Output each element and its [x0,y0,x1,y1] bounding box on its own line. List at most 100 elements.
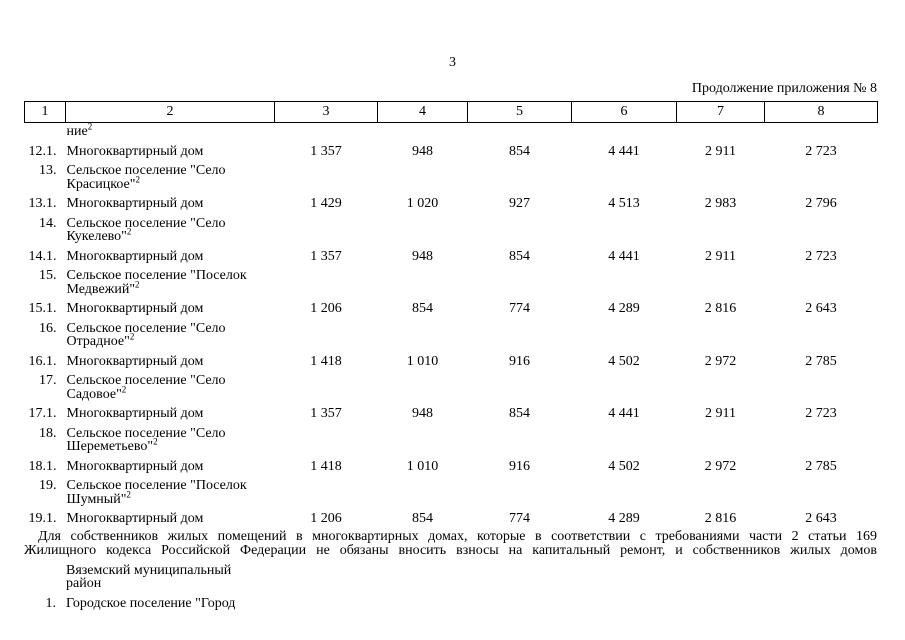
row-value: 1 418 [310,353,342,369]
row-value [275,211,378,244]
row-number: 19. [39,478,57,493]
row-number: 15. [39,268,57,283]
row-value [572,123,677,139]
row-value: 4 502 [608,458,640,474]
row-value [572,211,677,244]
row-value: 4 289 [608,511,640,526]
row-value [677,211,765,244]
row-number: 16.1. [28,353,57,369]
row-number [25,123,66,139]
row-value [378,211,468,244]
table-row: 17. Сельское поселение "Село Садовое"2 [25,368,878,401]
continuation-table: Вяземский муниципальный район 1. Городское … [24,562,877,611]
row-name: Многоквартирный дом [66,301,204,316]
row-value [764,562,877,591]
table-row: 17.1. Многоквартирный дом 1 357 948 854 4 441… [25,401,878,421]
row-value: 1 357 [310,143,342,159]
row-name: Многоквартирный дом [66,406,204,421]
row-value: 948 [412,248,433,264]
row-value [765,316,878,349]
row-value: 4 513 [608,196,640,211]
row-value: 1 206 [310,301,342,316]
continuation-label: Продолжение приложения № 8 [691,81,877,96]
row-name: Вяземский муниципальный район [66,562,232,591]
row-value [274,591,377,611]
row-value: 948 [412,143,433,159]
footnote-line: Жилищного кодекса Российской Федерации н… [24,542,877,558]
row-value [275,473,378,506]
table-row: 12.1. Многоквартирный дом 1 357 948 854 4 441… [25,139,878,159]
row-value [275,123,378,139]
row-value [468,158,572,191]
row-value: 2 643 [805,511,837,526]
row-value [377,591,467,611]
row-value [677,316,765,349]
row-value [468,368,572,401]
row-value [468,263,572,296]
row-value [572,421,677,454]
row-value: 927 [509,196,530,211]
table-row: 16.1. Многоквартирный дом 1 418 1 010 916 4 5… [25,349,878,369]
row-value: 1 357 [310,406,342,421]
row-value [765,123,878,139]
row-number: 17. [39,373,57,388]
table-row: 1. Городское поселение "Город [24,591,877,611]
row-value: 916 [509,458,530,474]
row-value [572,316,677,349]
row-value: 2 911 [705,143,736,159]
row-value [677,421,765,454]
table-row: 18. Сельское поселение "Село Шереметьево"2 [25,421,878,454]
row-value [468,316,572,349]
row-value: 1 418 [310,458,342,474]
row-value [677,473,765,506]
row-value [765,368,878,401]
table-row: 13. Сельское поселение "Село Красицкое"2 [25,158,878,191]
row-value: 4 441 [608,406,640,421]
table-row: Вяземский муниципальный район [24,562,877,591]
row-value [765,158,878,191]
row-value: 2 723 [805,248,837,264]
row-name: Многоквартирный дом [66,196,204,211]
row-value [275,316,378,349]
row-number: 13.1. [28,196,57,211]
row-value [572,473,677,506]
row-name: Многоквартирный дом [66,511,204,526]
header-cell: 5 [467,101,572,123]
row-value: 4 502 [608,353,640,369]
row-value [765,421,878,454]
row-value: 2 796 [805,196,837,211]
row-value [377,562,467,591]
row-value [677,263,765,296]
row-value: 2 723 [805,406,837,421]
row-value: 854 [412,301,433,316]
header-cell: 3 [274,101,378,123]
row-value: 1 020 [406,196,439,211]
row-number: 18.1. [28,458,57,474]
row-value [676,562,764,591]
row-value [676,591,764,611]
row-value: 2 785 [805,353,837,369]
row-value: 2 643 [805,301,837,316]
row-name: Многоквартирный дом [66,248,204,264]
page-number: 3 [449,55,456,70]
row-value [677,368,765,401]
row-value [468,123,572,139]
row-name: Городское поселение "Город [66,595,236,611]
row-value: 774 [509,511,530,526]
row-name: Сельское поселение "Село Кукелево"2 [66,215,226,244]
row-number: 19.1. [28,511,57,526]
row-name: Сельское поселение "Село Отрадное"2 [66,320,226,349]
row-number: 17.1. [28,406,57,421]
header-cell: 7 [676,101,765,123]
row-value [571,562,676,591]
row-value [571,591,676,611]
row-number: 16. [39,320,57,336]
row-number: 13. [39,163,57,178]
row-value: 2 972 [704,458,737,474]
row-value [765,263,878,296]
row-value [275,158,378,191]
header-cell: 4 [377,101,468,123]
row-value [572,263,677,296]
